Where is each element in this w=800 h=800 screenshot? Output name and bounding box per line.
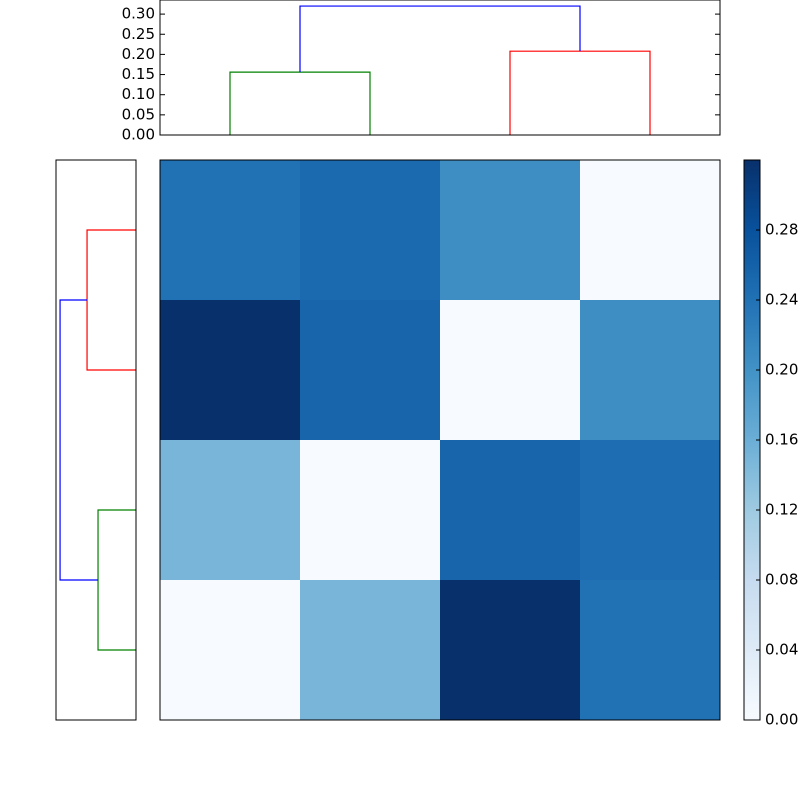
heatmap-cell	[160, 580, 301, 721]
dendrogram-link	[229, 71, 371, 135]
colorbar-tick-label: 0.16	[765, 431, 798, 449]
colorbar-tick-label: 0.28	[765, 221, 798, 239]
y-tick-label: 0.25	[122, 25, 155, 43]
heatmap-cell	[160, 440, 301, 581]
heatmap-cell	[300, 440, 441, 581]
heatmap-cell	[580, 580, 721, 721]
dendrogram-link	[97, 509, 136, 651]
dendrogram-link	[59, 299, 99, 581]
axes-frame	[743, 159, 761, 721]
colorbar-tick-label: 0.12	[765, 501, 798, 519]
dendrogram-link	[299, 5, 581, 73]
colorbar-tick-label: 0.00	[765, 711, 798, 729]
heatmap-cell	[580, 440, 721, 581]
y-tick-label: 0.00	[122, 126, 155, 144]
y-tick-label: 0.15	[122, 65, 155, 83]
colorbar-tick-label: 0.20	[765, 361, 798, 379]
colorbar-tick-label: 0.04	[765, 641, 798, 659]
heatmap-cell	[300, 300, 441, 441]
dendrogram-link	[86, 229, 136, 371]
heatmap-cell	[300, 580, 441, 721]
heatmap-cell	[440, 160, 581, 301]
heatmap-cell	[160, 160, 301, 301]
y-tick-label: 0.30	[122, 5, 155, 23]
axes-frame	[159, 159, 721, 721]
heatmap-cell	[440, 300, 581, 441]
heatmap-cell	[580, 300, 721, 441]
y-tick-label: 0.10	[122, 85, 155, 103]
heatmap-cell	[300, 160, 441, 301]
colorbar-tick-label: 0.08	[765, 571, 798, 589]
axes-frame	[55, 159, 137, 721]
heatmap-cell	[440, 580, 581, 721]
heatmap-cell	[440, 440, 581, 581]
heatmap-cell	[160, 300, 301, 441]
heatmap-cell	[580, 160, 721, 301]
axes-frame	[159, 0, 721, 136]
y-tick-label: 0.05	[122, 105, 155, 123]
dendrogram-link	[509, 50, 651, 135]
y-tick-label: 0.20	[122, 45, 155, 63]
colorbar-tick-label: 0.24	[765, 291, 798, 309]
